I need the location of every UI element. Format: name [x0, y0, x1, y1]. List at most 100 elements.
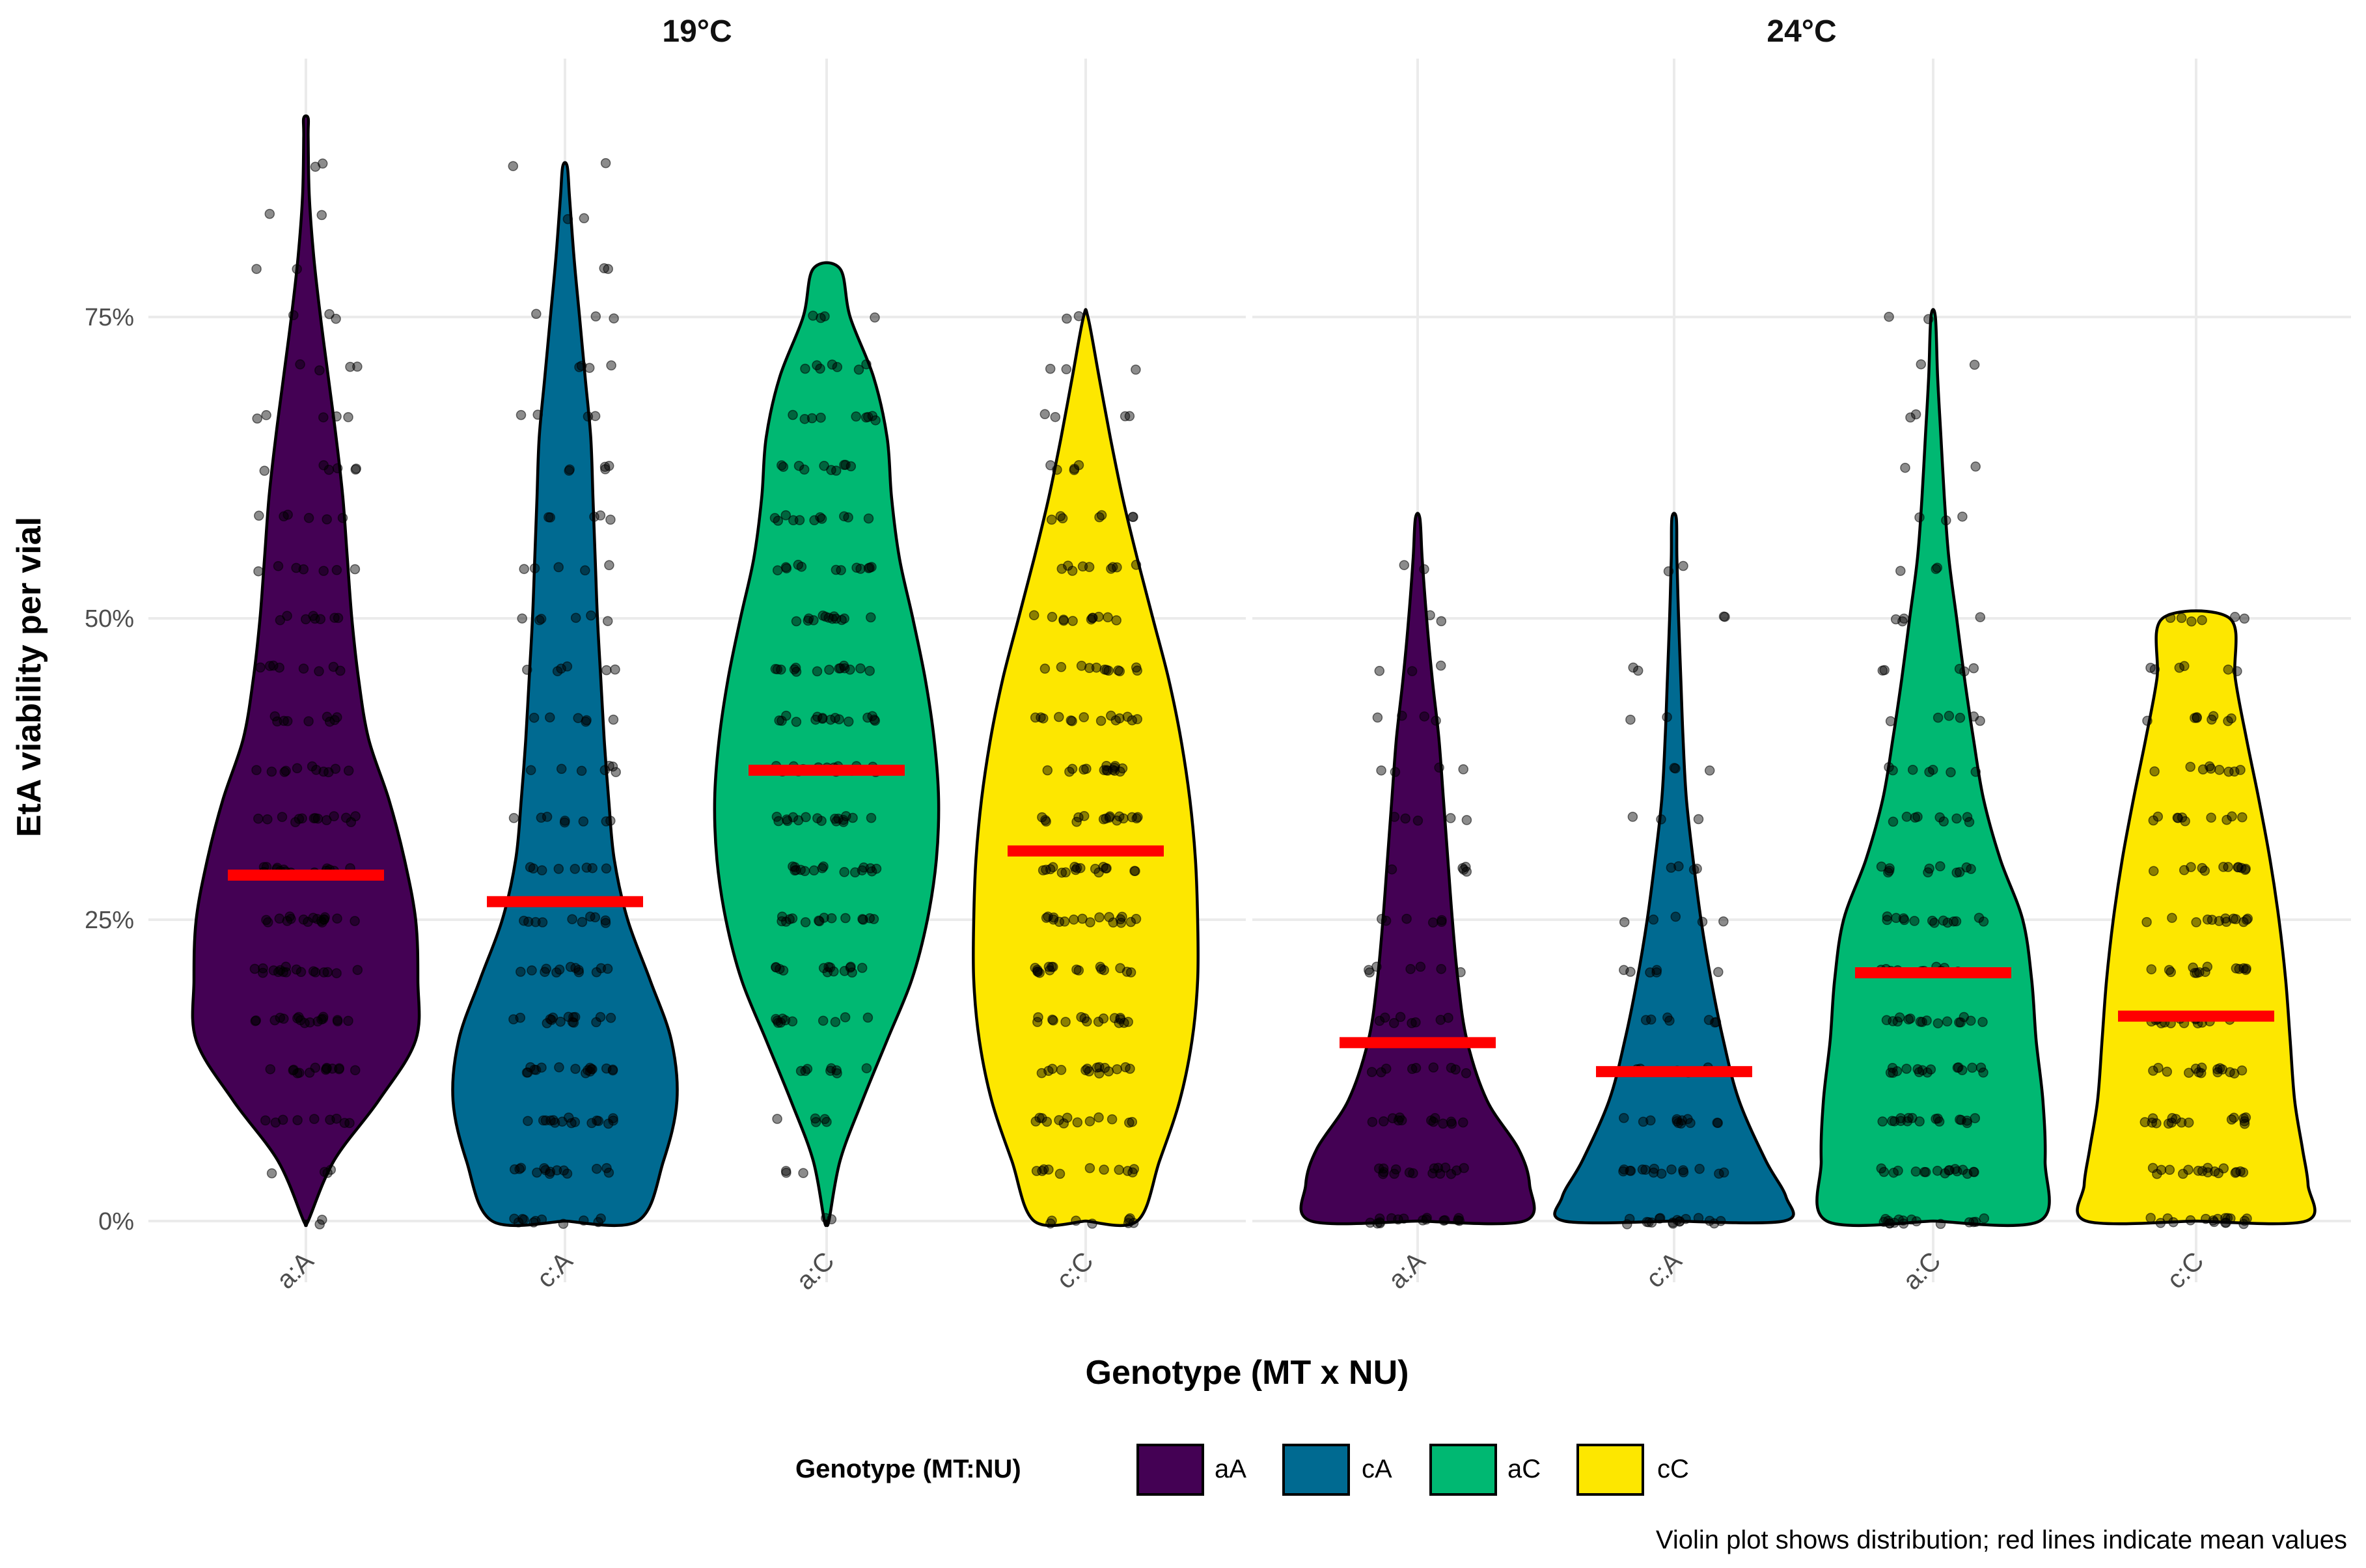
jitter-point	[277, 1114, 288, 1125]
jitter-point	[1410, 1017, 1421, 1028]
jitter-point	[1114, 666, 1125, 677]
jitter-point	[1048, 961, 1058, 972]
jitter-point	[298, 915, 309, 925]
jitter-point	[1942, 1016, 1953, 1027]
jitter-point	[1058, 614, 1069, 625]
jitter-point	[866, 812, 877, 823]
jitter-point	[585, 911, 596, 922]
jitter-point	[2139, 1117, 2151, 1127]
jitter-point	[2149, 766, 2160, 777]
jitter-point	[273, 560, 284, 571]
jitter-point	[514, 1164, 525, 1174]
jitter-point	[1045, 460, 1056, 471]
jitter-point	[1935, 1218, 1946, 1230]
jitter-point	[1446, 1118, 1457, 1129]
jitter-point	[1046, 514, 1057, 525]
jitter-point	[1957, 511, 1968, 522]
jitter-point	[1038, 713, 1049, 724]
jitter-point	[542, 1018, 553, 1028]
jitter-point	[1968, 1166, 1979, 1177]
jitter-point	[1405, 964, 1416, 974]
jitter-point	[328, 661, 339, 672]
jitter-point	[1912, 1064, 1923, 1075]
jitter-point	[298, 663, 309, 674]
jitter-point	[1697, 916, 1708, 927]
legend-key-aA	[1136, 1444, 1204, 1496]
jitter-point	[1451, 1165, 1462, 1176]
jitter-point	[832, 362, 843, 372]
jitter-point	[789, 664, 800, 675]
jitter-point	[581, 862, 592, 873]
jitter-point	[772, 1015, 782, 1026]
jitter-point	[274, 913, 285, 924]
jitter-point	[1081, 763, 1092, 774]
jitter-point	[610, 664, 620, 675]
jitter-point	[1399, 560, 1410, 570]
jitter-point	[1380, 1012, 1390, 1023]
jitter-point	[819, 460, 829, 471]
jitter-point	[1954, 1017, 1964, 1028]
jitter-point	[1118, 813, 1129, 824]
jitter-point	[1041, 1116, 1052, 1127]
jitter-point	[1888, 765, 1898, 776]
jitter-point	[1919, 1166, 1930, 1177]
jitter-point	[519, 1215, 529, 1225]
x-tick-label: a:C	[791, 1246, 840, 1295]
jitter-point	[310, 967, 321, 978]
jitter-point	[1091, 662, 1102, 673]
jitter-point	[288, 1064, 299, 1075]
jitter-point	[1415, 961, 1426, 972]
jitter-point	[2155, 1218, 2166, 1228]
jitter-point	[1066, 715, 1077, 726]
jitter-point	[1031, 1166, 1042, 1176]
legend-item-aA: aA	[1136, 1444, 1246, 1496]
jitter-point	[2195, 1067, 2207, 1079]
jitter-point	[2237, 812, 2248, 823]
jitter-point	[1675, 1216, 1685, 1227]
jitter-point	[589, 512, 599, 522]
jitter-point	[2232, 666, 2242, 676]
jitter-point	[1910, 409, 1921, 420]
jitter-point	[1057, 513, 1068, 524]
jitter-point	[1365, 1217, 1375, 1228]
jitter-point	[788, 409, 798, 420]
jitter-point	[781, 710, 791, 721]
jitter-point	[800, 917, 811, 928]
jitter-point	[611, 767, 621, 777]
jitter-point	[262, 917, 273, 928]
jitter-point	[1121, 967, 1133, 977]
jitter-point	[1062, 313, 1072, 324]
jitter-point	[1114, 1164, 1124, 1176]
jitter-point	[595, 1011, 606, 1023]
jitter-point	[317, 158, 328, 169]
jitter-point	[857, 865, 868, 875]
jitter-point	[1378, 1116, 1389, 1127]
jitter-point	[1094, 867, 1104, 878]
jitter-point	[860, 412, 872, 423]
jitter-point	[541, 963, 551, 974]
jitter-point	[295, 359, 305, 370]
violin-19C-a:C	[713, 261, 941, 1228]
x-tick-label: c:A	[531, 1246, 578, 1293]
jitter-point	[2218, 862, 2229, 872]
jitter-point	[516, 967, 526, 977]
legend-key-cA	[1282, 1444, 1350, 1496]
jitter-point	[606, 360, 616, 371]
jitter-point	[292, 1115, 303, 1125]
jitter-point	[831, 465, 842, 476]
jitter-point	[573, 713, 583, 723]
jitter-point	[337, 512, 348, 523]
jitter-point	[1901, 1064, 1912, 1074]
jitter-point	[1073, 965, 1084, 976]
jitter-point	[570, 1064, 581, 1074]
jitter-point	[1946, 767, 1956, 778]
jitter-point	[574, 362, 585, 372]
jitter-point	[1076, 661, 1087, 671]
jitter-point	[1076, 1011, 1086, 1023]
jitter-point	[352, 965, 363, 975]
jitter-point	[1655, 1213, 1666, 1224]
jitter-point	[532, 409, 543, 420]
jitter-point	[316, 210, 327, 221]
jitter-point	[857, 963, 868, 973]
jitter-point	[536, 614, 547, 624]
